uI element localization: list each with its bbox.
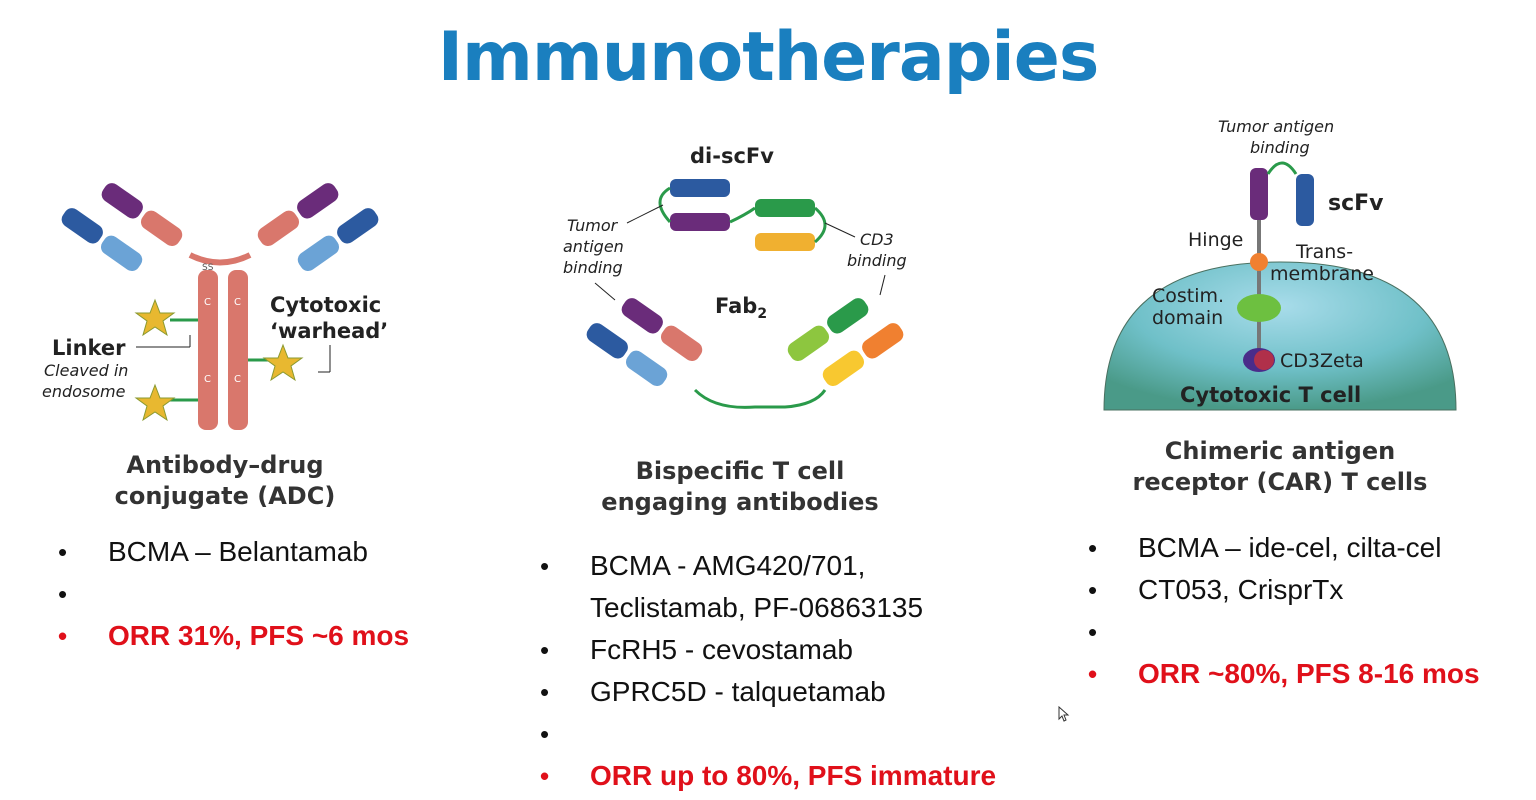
car-label-costim: Costim.	[1152, 285, 1224, 307]
car-bullet-spacer	[1088, 611, 1518, 653]
bite-label-binding: binding	[563, 258, 623, 277]
bite-caption-line2: engaging antibodies	[601, 488, 879, 516]
bite-bullet-list: BCMA - AMG420/701, Teclistamab, PF-06863…	[540, 545, 1060, 797]
adc-caption: Antibody–drug conjugate (ADC)	[80, 450, 370, 512]
bite-label-fab2: Fab2	[715, 294, 767, 322]
car-bullet-bcma: BCMA – ide-cel, cilta-cel	[1088, 527, 1518, 569]
bite-caption: Bispecific T cell engaging antibodies	[585, 456, 895, 518]
svg-text:C: C	[234, 297, 241, 308]
bite-bullet-gprc5d: GPRC5D - talquetamab	[540, 671, 1060, 713]
car-caption-line1: Chimeric antigen	[1164, 437, 1396, 465]
bite-label-antigen: antigen	[563, 237, 624, 256]
car-bullet-outcome: ORR ~80%, PFS 8-16 mos	[1088, 653, 1518, 695]
svg-text:C: C	[204, 374, 211, 385]
bite-label-discfv: di-scFv	[690, 144, 774, 168]
svg-text:C: C	[204, 297, 211, 308]
bite-bullet-bcma: BCMA - AMG420/701,	[540, 545, 1060, 587]
car-label-cell: Cytotoxic T cell	[1180, 383, 1361, 407]
bite-bullet-bcma-cont: Teclistamab, PF-06863135	[590, 592, 924, 623]
adc-bullet-target: BCMA – Belantamab	[58, 531, 478, 573]
car-label-hinge: Hinge	[1188, 229, 1243, 251]
car-bullet-ct053: CT053, CrisprTx	[1088, 569, 1518, 611]
bite-label-tumor: Tumor	[567, 216, 619, 235]
bite-label-cd3-binding: binding	[847, 251, 907, 270]
bite-label-cd3: CD3	[860, 230, 894, 249]
adc-caption-line1: Antibody–drug	[126, 451, 324, 479]
mouse-cursor-icon	[1058, 706, 1070, 722]
adc-diagram: SS C C C C Linker Cleaved in endosome Cy…	[42, 183, 388, 430]
car-bullet-list: BCMA – ide-cel, cilta-cel CT053, CrisprT…	[1088, 527, 1518, 695]
car-caption: Chimeric antigen receptor (CAR) T cells	[1110, 436, 1450, 498]
car-label-cd3zeta: CD3Zeta	[1280, 350, 1364, 372]
bite-bullet-spacer	[540, 713, 1060, 755]
car-label-membrane: membrane	[1270, 263, 1374, 285]
bite-bullet-fcrh5: FcRH5 - cevostamab	[540, 629, 1060, 671]
bispecific-diagram: di-scFv Tumor antigen binding CD3 bindin…	[563, 144, 907, 409]
adc-label-cytotoxic: Cytotoxic	[270, 293, 381, 317]
car-label-trans: Trans-	[1295, 241, 1353, 263]
adc-bullet-spacer	[58, 573, 478, 615]
adc-label-warhead: ‘warhead’	[270, 319, 388, 343]
car-t-diagram: Tumor antigen binding scFv Hinge Trans- …	[1103, 117, 1457, 411]
adc-bullet-list: BCMA – Belantamab ORR 31%, PFS ~6 mos	[58, 531, 478, 657]
slide-title: Immunotherapies	[437, 18, 1100, 97]
svg-text:C: C	[234, 374, 241, 385]
car-label-domain: domain	[1152, 307, 1223, 329]
bite-caption-line1: Bispecific T cell	[635, 457, 845, 485]
car-label-tumor: Tumor antigen	[1218, 117, 1334, 136]
adc-caption-line2: conjugate (ADC)	[114, 482, 336, 510]
adc-label-linker: Linker	[52, 336, 126, 360]
bite-bullet-outcome: ORR up to 80%, PFS immature	[540, 755, 1060, 797]
svg-text:SS: SS	[202, 263, 214, 273]
adc-label-cleaved: Cleaved in	[44, 361, 128, 380]
car-caption-line2: receptor (CAR) T cells	[1132, 468, 1428, 496]
adc-label-endosome: endosome	[42, 382, 126, 401]
adc-bullet-outcome: ORR 31%, PFS ~6 mos	[58, 615, 478, 657]
car-label-binding: binding	[1250, 138, 1310, 157]
car-label-scfv: scFv	[1328, 191, 1384, 216]
